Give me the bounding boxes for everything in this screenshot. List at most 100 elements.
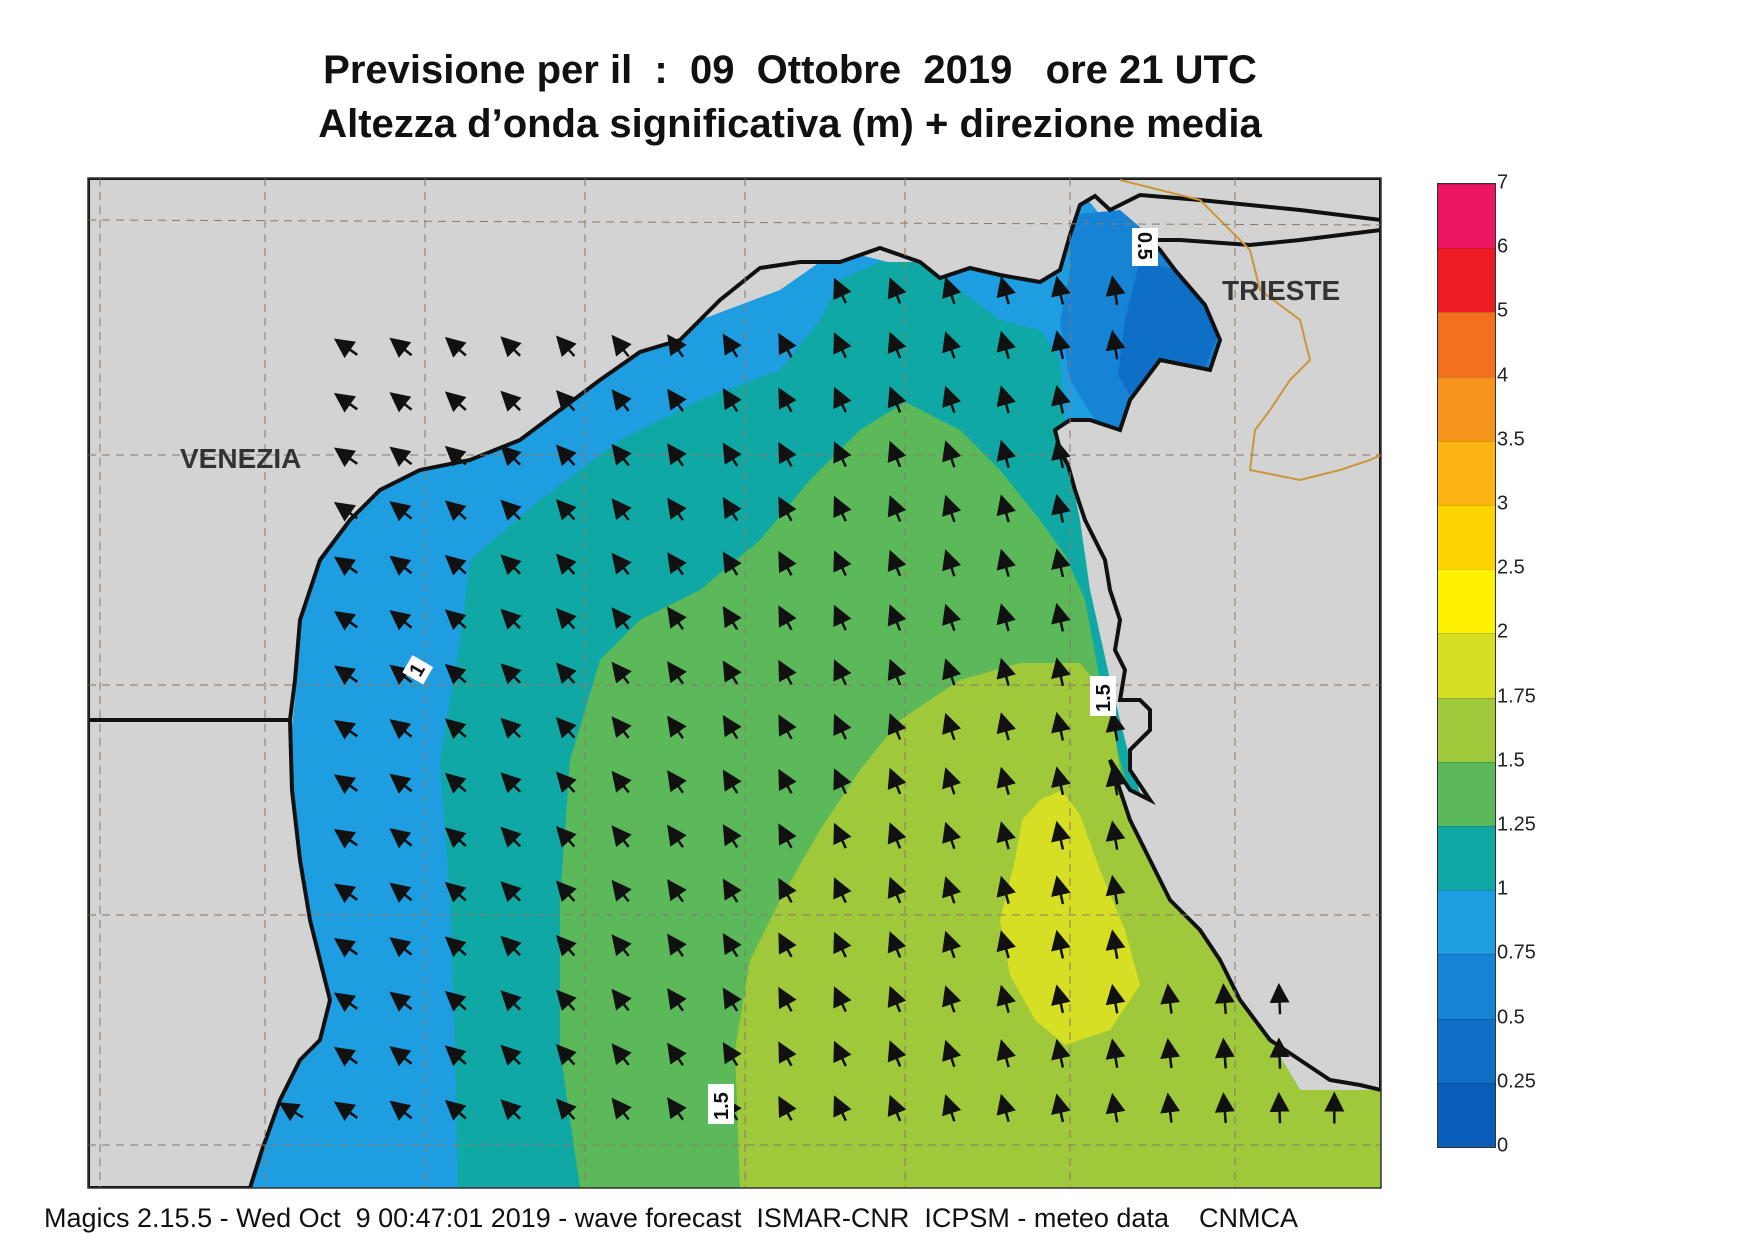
wave-arrow <box>778 441 797 467</box>
land-west-coast <box>88 718 333 1188</box>
wave-arrow <box>1269 1037 1290 1069</box>
wave-arrow <box>500 554 522 576</box>
wave-arrow <box>500 935 522 957</box>
wave-arrow <box>555 880 577 903</box>
wave-arrow <box>996 875 1016 904</box>
wave-arrow <box>1051 1038 1071 1068</box>
wave-arrow <box>778 387 797 413</box>
wave-arrow <box>942 276 962 305</box>
wave-arrow <box>555 716 577 739</box>
wave-arrow <box>942 821 962 850</box>
wave-arrow <box>333 719 358 740</box>
wave-arrow <box>778 1095 797 1121</box>
wave-arrow <box>887 767 907 795</box>
wave-arrow <box>887 549 907 577</box>
legend-swatch-0.75 <box>1438 890 1495 955</box>
land-east-coast <box>1052 178 1381 1093</box>
wave-arrow <box>722 551 742 576</box>
wave-arrow <box>389 828 413 849</box>
wave-arrow <box>996 1039 1016 1068</box>
wave-arrow <box>555 934 577 957</box>
wave-arrow <box>667 824 687 848</box>
wave-arrow <box>555 662 577 685</box>
wave-arrow <box>1051 820 1071 850</box>
wave-arrow <box>611 661 632 685</box>
wave-arrow <box>942 603 962 632</box>
wave-arrow <box>500 499 522 521</box>
wave-arrow <box>444 445 467 467</box>
wave-arrow <box>333 447 358 468</box>
legend-swatch-3.5 <box>1438 376 1495 441</box>
wave-arrow <box>942 712 962 741</box>
legend-label-0.75: 0.75 <box>1497 941 1536 964</box>
wave-arrow <box>1105 1092 1126 1123</box>
wave-arrow <box>833 386 852 413</box>
wave-arrow <box>1051 984 1071 1014</box>
wave-arrow <box>778 714 797 740</box>
wave-arrow <box>996 1093 1016 1122</box>
wave-arrow <box>555 553 577 576</box>
wave-arrow <box>444 827 467 849</box>
wave-arrow <box>611 1043 632 1066</box>
wave-arrow <box>389 773 413 794</box>
wave-arrow <box>611 498 632 521</box>
wave-arrow <box>778 496 797 522</box>
wave-arrow <box>333 665 358 686</box>
wave-arrow <box>389 1046 413 1067</box>
wave-arrow <box>611 988 632 1012</box>
legend-label-1: 1 <box>1497 877 1509 900</box>
wave-arrow <box>778 1041 797 1067</box>
wave-arrow <box>833 986 852 1013</box>
wave-arrow <box>942 767 962 795</box>
wave-arrow <box>333 774 358 795</box>
wave-arrow <box>1105 275 1126 305</box>
wave-arrow <box>1105 820 1126 850</box>
wave-arrow <box>996 984 1016 1013</box>
wave-arrow <box>611 334 632 358</box>
wave-arrow <box>444 500 467 522</box>
legend-swatch-0.25 <box>1438 1018 1495 1083</box>
wave-arrow <box>667 1042 687 1066</box>
wave-arrow <box>887 658 907 686</box>
wave-arrow <box>887 331 907 359</box>
wave-arrow <box>444 336 467 358</box>
contour-label-1.5-south: 1.5 <box>708 1084 734 1124</box>
wave-arrow <box>722 878 742 903</box>
legend-swatch-1.25 <box>1438 761 1495 826</box>
wave-arrow <box>389 719 413 740</box>
wave-arrow <box>555 498 577 521</box>
wave-arrow <box>887 604 907 631</box>
wave-arrow <box>1214 1092 1235 1123</box>
svg-text:0.5: 0.5 <box>1133 232 1155 260</box>
wave-arrow <box>942 985 962 1013</box>
color-legend <box>1437 183 1496 1148</box>
wave-arrow <box>611 607 632 630</box>
wave-arrow <box>444 772 467 794</box>
wave-arrow <box>1051 1093 1071 1123</box>
wave-arrow <box>996 603 1016 632</box>
wave-arrow <box>611 879 632 903</box>
wave-arrow <box>667 552 687 576</box>
wave-arrow <box>444 881 467 903</box>
wave-arrow <box>555 1098 577 1121</box>
wave-arrow <box>389 937 413 958</box>
wave-arrow <box>887 277 907 304</box>
wave-arrow <box>500 663 522 685</box>
legend-label-0.25: 0.25 <box>1497 1070 1536 1093</box>
wave-arrow <box>887 1040 907 1067</box>
wave-arrow <box>1051 766 1071 796</box>
wave-arrow <box>1051 711 1071 741</box>
legend-swatch-6 <box>1438 183 1495 249</box>
legend-label-0: 0 <box>1497 1134 1509 1157</box>
wave-arrow <box>942 930 962 959</box>
wave-arrow <box>389 1100 413 1121</box>
legend-swatch-0.5 <box>1438 954 1495 1019</box>
wave-arrow <box>1051 439 1071 469</box>
wave-arrow <box>333 501 358 522</box>
wave-arrow <box>444 1045 467 1067</box>
wave-arrow <box>389 501 413 522</box>
wave-arrow <box>444 990 467 1012</box>
wave-arrow <box>500 336 522 358</box>
wave-arrow <box>1051 330 1071 360</box>
